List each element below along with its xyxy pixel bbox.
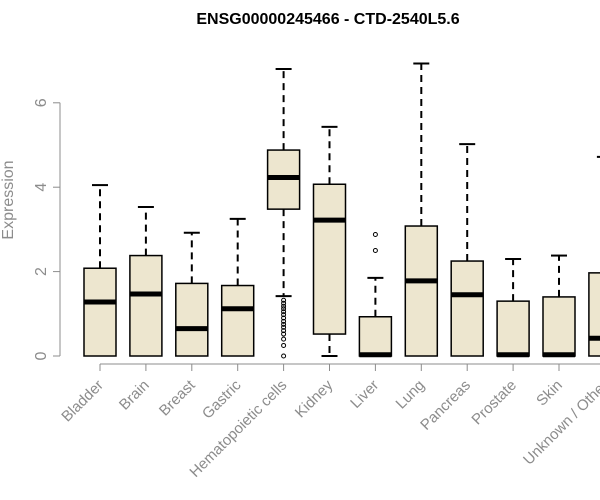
x-tick-label: Kidney xyxy=(292,376,337,421)
plot-area xyxy=(83,62,600,359)
y-tick-label: 6 xyxy=(33,98,50,107)
outlier-point xyxy=(281,300,287,306)
x-tick-label: Pancreas xyxy=(417,377,474,434)
outlier-point xyxy=(281,315,287,321)
outlier-point xyxy=(281,331,287,337)
box-group xyxy=(404,62,439,357)
x-tick-label: Skin xyxy=(533,377,566,410)
box xyxy=(588,272,600,357)
y-tick-label: 0 xyxy=(33,351,50,360)
y-axis-label: Expression xyxy=(0,160,17,239)
x-tick-label: Breast xyxy=(156,376,199,419)
box xyxy=(129,254,163,357)
chart-title: ENSG00000245466 - CTD-2540L5.6 xyxy=(196,11,459,28)
box-group xyxy=(542,254,576,358)
box xyxy=(496,300,530,357)
y-tick-label: 4 xyxy=(33,183,50,192)
outlier-point xyxy=(372,248,378,253)
y-axis: 0 2 4 6 xyxy=(33,98,61,360)
box xyxy=(358,316,393,357)
outlier-point xyxy=(281,353,287,359)
box xyxy=(450,260,484,357)
outlier-point xyxy=(281,328,287,334)
x-tick-label: Brain xyxy=(116,377,153,414)
box-group xyxy=(358,231,393,358)
x-tick-label: Liver xyxy=(347,377,382,412)
box xyxy=(175,282,209,357)
box-group xyxy=(220,217,255,357)
box-group xyxy=(175,231,209,357)
outlier-point xyxy=(281,312,287,318)
box-group xyxy=(312,125,347,357)
x-tick-label: Lung xyxy=(393,377,429,413)
outlier-point xyxy=(372,231,378,237)
outlier-point xyxy=(281,336,287,342)
box-group xyxy=(83,184,117,357)
box xyxy=(220,284,255,357)
box xyxy=(542,296,576,357)
box-group xyxy=(588,155,600,357)
box-group xyxy=(450,143,484,357)
box-group xyxy=(129,206,163,357)
box-group xyxy=(266,68,301,359)
outlier-point xyxy=(281,324,287,330)
box xyxy=(312,183,347,335)
outlier-point xyxy=(281,303,287,309)
outlier-point xyxy=(281,321,287,327)
box-group xyxy=(496,257,530,358)
box xyxy=(83,267,117,357)
y-tick-label: 2 xyxy=(33,267,50,276)
box xyxy=(404,225,439,357)
x-tick-label: Bladder xyxy=(58,377,107,426)
outlier-point xyxy=(281,306,287,312)
x-tick-label: Gastric xyxy=(199,376,245,422)
outlier-point xyxy=(281,297,287,303)
x-tick-label: Prostate xyxy=(468,377,520,429)
outlier-point xyxy=(281,309,287,315)
outlier-point xyxy=(281,342,287,348)
outlier-point xyxy=(281,318,287,324)
